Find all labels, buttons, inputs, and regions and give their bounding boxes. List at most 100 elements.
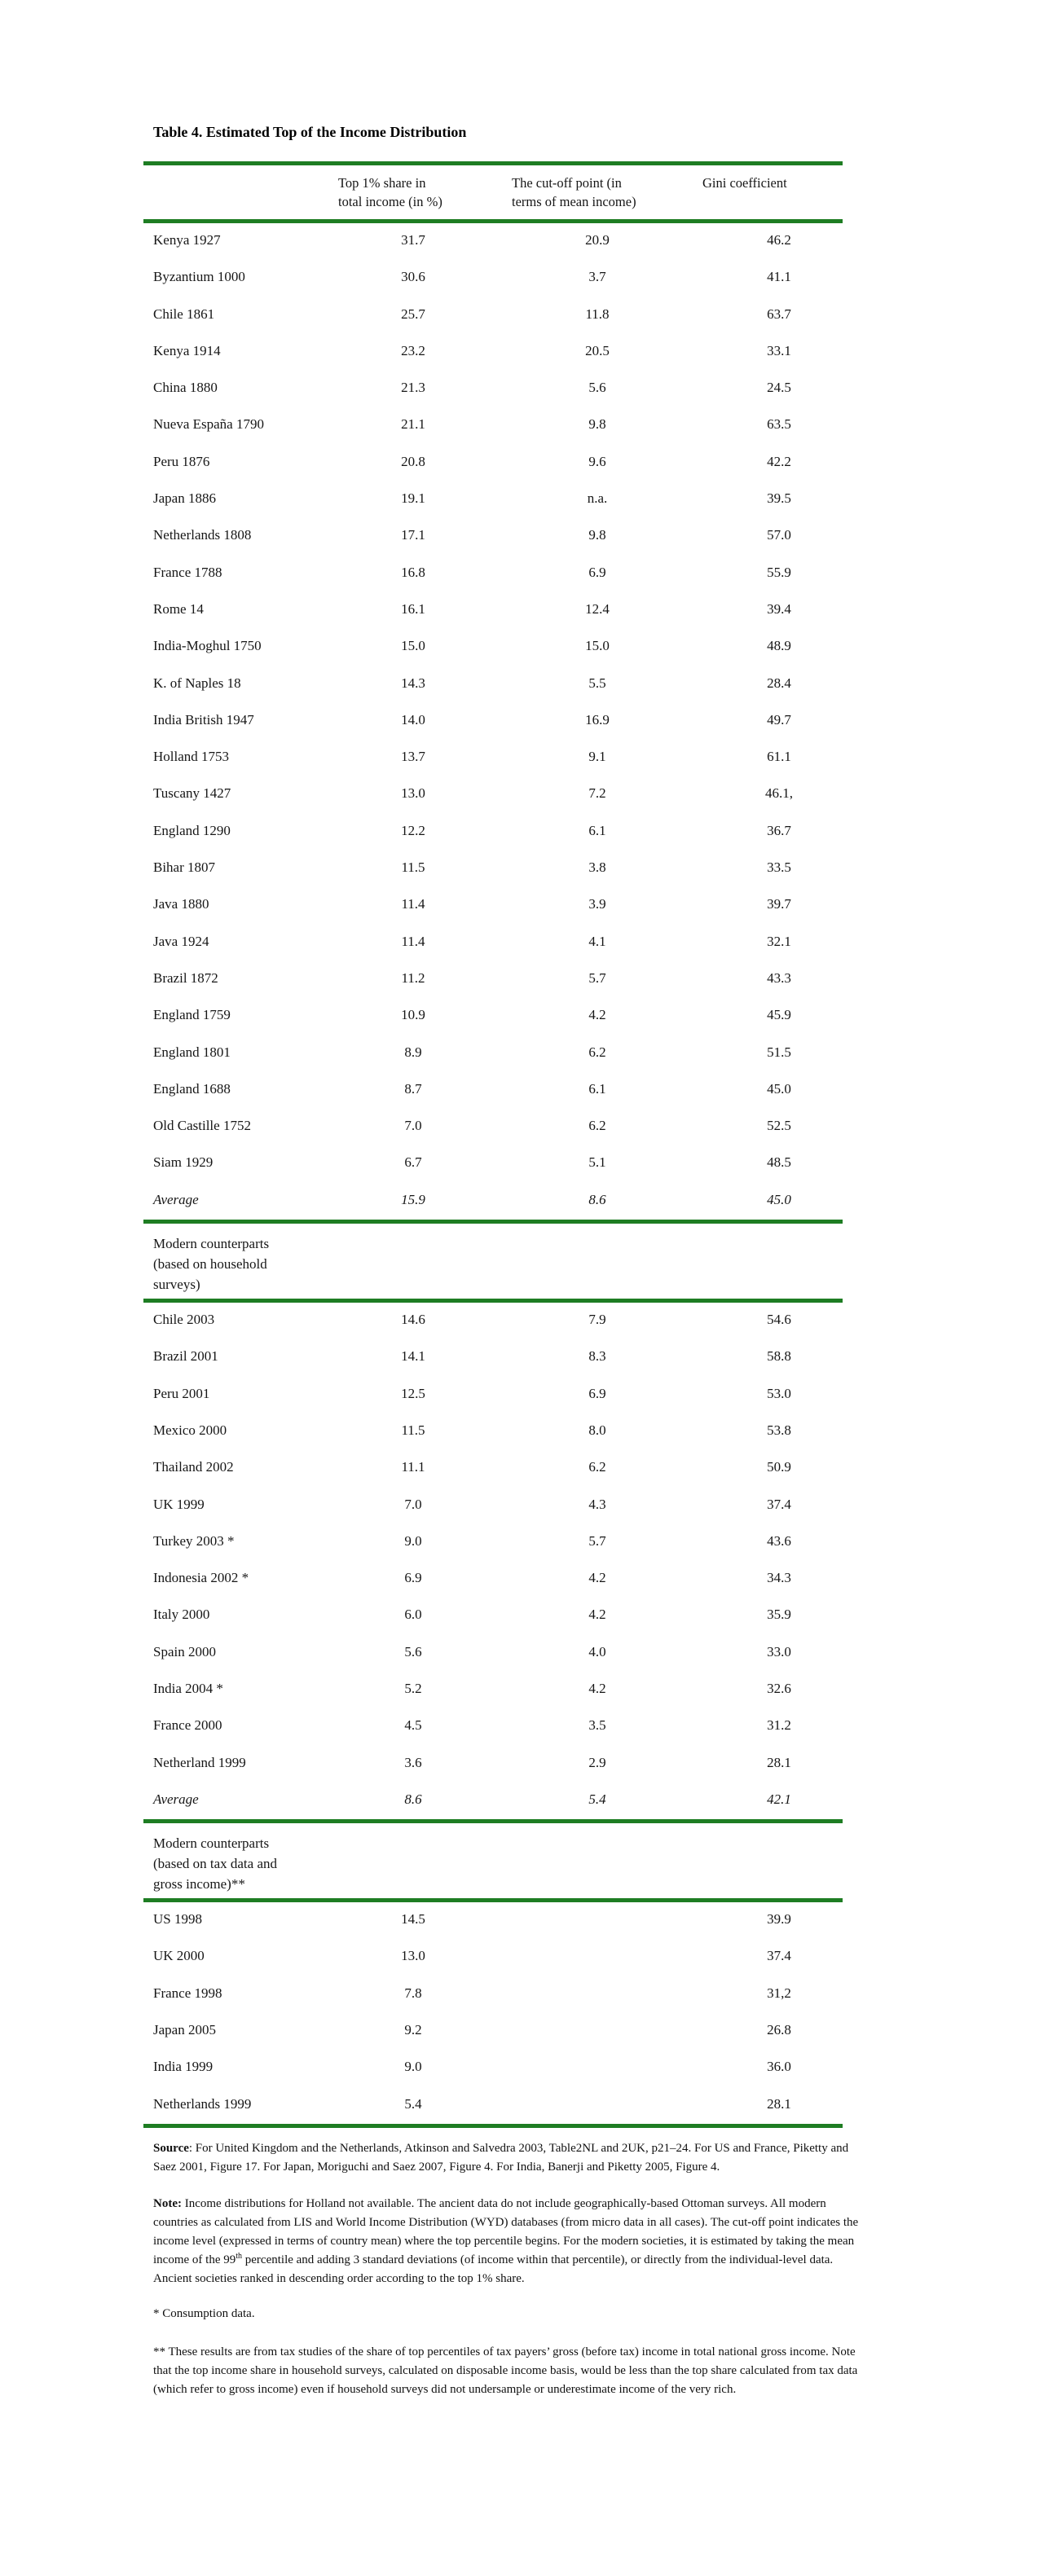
table-row: Chile 2003 14.6 7.9 54.6 — [143, 1303, 843, 1339]
cutoff-value: 8.3 — [588, 1348, 606, 1365]
gini-value: 50.9 — [767, 1459, 791, 1475]
table-row: Brazil 2001 14.1 8.3 58.8 — [143, 1339, 843, 1376]
gini-value: 45.0 — [767, 1191, 791, 1207]
cutoff-value: 6.1 — [588, 1080, 606, 1097]
cutoff-value: 4.1 — [588, 933, 606, 949]
cutoff-value: 5.7 — [588, 969, 606, 986]
gini-value: 51.5 — [767, 1044, 791, 1060]
cutoff-value: 8.0 — [588, 1422, 606, 1438]
cutoff-value: 4.3 — [588, 1496, 606, 1512]
table-bottom-rule — [143, 2123, 843, 2128]
header-bottom-rule — [143, 219, 843, 223]
top1-share-value: 11.4 — [401, 896, 425, 912]
society-label: Old Castille 1752 — [153, 1118, 251, 1134]
society-label: Kenya 1914 — [153, 342, 221, 358]
top1-share-value: 14.1 — [401, 1348, 425, 1365]
society-label: China 1880 — [153, 380, 218, 396]
table-row: Italy 2000 6.0 4.2 35.9 — [143, 1598, 843, 1634]
table-row: Byzantium 1000 30.6 3.7 41.1 — [143, 260, 843, 297]
table-row: UK 2000 13.0 37.4 — [143, 1939, 843, 1976]
top1-share-value: 15.0 — [401, 638, 425, 654]
gini-value: 31.2 — [767, 1717, 791, 1734]
society-label: Japan 1886 — [153, 490, 216, 507]
society-label: Brazil 1872 — [153, 969, 218, 986]
table-row: Average 15.9 8.6 45.0 — [143, 1183, 843, 1220]
society-label: France 2000 — [153, 1717, 222, 1734]
top1-share-value: 10.9 — [401, 1007, 425, 1023]
top1-share-value: 4.5 — [404, 1717, 422, 1734]
table-row: Japan 1886 19.1 n.a. 39.5 — [143, 481, 843, 518]
society-label: Nueva España 1790 — [153, 416, 264, 433]
footnotes: Source: For United Kingdom and the Nethe… — [153, 2139, 864, 2399]
column-header-society — [143, 165, 336, 219]
gini-value: 45.9 — [767, 1007, 791, 1023]
top1-share-value: 16.8 — [401, 564, 425, 580]
society-label: France 1998 — [153, 1985, 222, 2001]
gini-value: 26.8 — [767, 2022, 791, 2038]
gini-value: 42.1 — [767, 1791, 791, 1807]
society-label: Tuscany 1427 — [153, 785, 231, 802]
society-label: Chile 2003 — [153, 1312, 215, 1328]
society-label: Netherlands 1999 — [153, 2095, 252, 2112]
table-row: Kenya 1914 23.2 20.5 33.1 — [143, 334, 843, 371]
cutoff-value — [491, 1902, 667, 1939]
table-row: US 1998 14.5 39.9 — [143, 1902, 843, 1939]
top1-share-value: 21.3 — [401, 380, 425, 396]
society-label: England 1290 — [153, 822, 231, 838]
cutoff-value: 9.1 — [588, 749, 606, 765]
society-label: India British 1947 — [153, 711, 254, 728]
table-row: Average 8.6 5.4 42.1 — [143, 1783, 843, 1819]
society-label: Siam 1929 — [153, 1154, 214, 1171]
society-label: Mexico 2000 — [153, 1422, 227, 1438]
source-text: : For United Kingdom and the Netherlands… — [153, 2141, 849, 2174]
society-label: UK 2000 — [153, 1948, 205, 1964]
gini-value: 33.1 — [767, 342, 791, 358]
table-row: K. of Naples 18 14.3 5.5 28.4 — [143, 666, 843, 703]
table-row: Siam 1929 6.7 5.1 48.5 — [143, 1145, 843, 1182]
cutoff-value: 2.9 — [588, 1754, 606, 1770]
gini-value: 39.4 — [767, 600, 791, 617]
society-label: Netherland 1999 — [153, 1754, 246, 1770]
table-row: Japan 2005 9.2 26.8 — [143, 2013, 843, 2050]
top1-share-value: 20.8 — [401, 453, 425, 469]
cutoff-value: 5.4 — [588, 1791, 606, 1807]
top1-share-value: 11.4 — [401, 933, 425, 949]
table-row: Rome 14 16.1 12.4 39.4 — [143, 592, 843, 629]
tax-data-footnote: ** These results are from tax studies of… — [153, 2345, 858, 2396]
table-row: England 1290 12.2 6.1 36.7 — [143, 814, 843, 851]
cutoff-value: 20.5 — [585, 342, 610, 358]
society-label: Rome 14 — [153, 600, 204, 617]
society-label: Byzantium 1000 — [153, 269, 245, 285]
cutoff-value: 3.7 — [588, 269, 606, 285]
gini-value: 37.4 — [767, 1496, 791, 1512]
top1-share-value: 13.7 — [401, 749, 425, 765]
top1-share-value: 12.5 — [401, 1385, 425, 1401]
top1-share-value: 13.0 — [401, 1948, 425, 1964]
cutoff-value: 3.9 — [588, 896, 606, 912]
cutoff-value: 12.4 — [585, 600, 610, 617]
top1-share-value: 25.7 — [401, 306, 425, 322]
gini-value: 41.1 — [767, 269, 791, 285]
gini-value: 28.4 — [767, 675, 791, 691]
note-label: Note: — [153, 2196, 182, 2210]
gini-value: 43.3 — [767, 969, 791, 986]
society-label: Brazil 2001 — [153, 1348, 218, 1365]
column-header-gini: Gini coefficient — [702, 175, 787, 191]
cutoff-value — [491, 2013, 667, 2050]
top1-share-value: 14.3 — [401, 675, 425, 691]
table-row: Netherlands 1808 17.1 9.8 57.0 — [143, 518, 843, 555]
society-label: Java 1924 — [153, 933, 209, 949]
section-divider-rule — [143, 1819, 843, 1824]
table-row: Mexico 2000 11.5 8.0 53.8 — [143, 1413, 843, 1450]
society-label: Japan 2005 — [153, 2022, 216, 2038]
gini-value: 53.8 — [767, 1422, 791, 1438]
top1-share-value: 17.1 — [401, 527, 425, 543]
society-label: Average — [153, 1191, 199, 1207]
section-heading: Modern counterparts (based on tax data a… — [153, 1835, 277, 1892]
top1-share-value: 11.2 — [401, 969, 425, 986]
section-heading: Modern counterparts (based on household … — [153, 1236, 270, 1293]
top1-share-value: 23.2 — [401, 342, 425, 358]
society-label: K. of Naples 18 — [153, 675, 241, 691]
gini-value: 39.7 — [767, 896, 791, 912]
cutoff-value: 4.2 — [588, 1570, 606, 1586]
